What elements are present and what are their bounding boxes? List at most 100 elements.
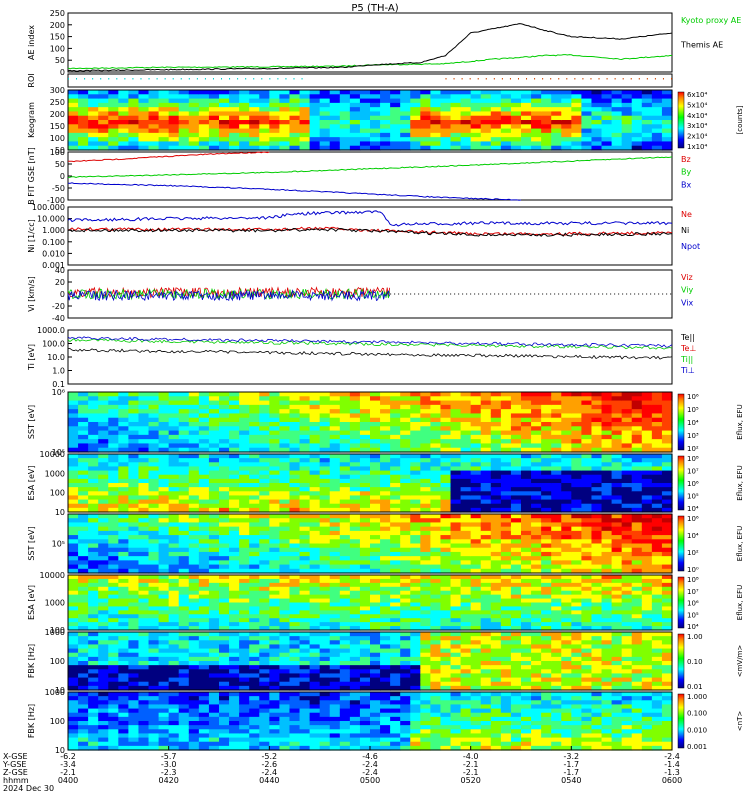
- heatmap-cell: [128, 648, 140, 654]
- heatmap-cell: [329, 551, 341, 557]
- heatmap-cell: [98, 111, 109, 117]
- heatmap-cell: [208, 466, 220, 472]
- heatmap-cell: [500, 526, 512, 532]
- heatmap-cell: [601, 598, 613, 604]
- heatmap-cell: [531, 111, 542, 117]
- heatmap-cell: [329, 547, 341, 553]
- heatmap-cell: [128, 462, 140, 468]
- heatmap-cell: [138, 618, 150, 623]
- heatmap-cell: [571, 564, 582, 570]
- heatmap-cell: [309, 551, 321, 557]
- heatmap-cell: [561, 564, 572, 570]
- heatmap-cell: [370, 120, 381, 125]
- heatmap-cell: [420, 94, 431, 100]
- heatmap-cell: [239, 454, 250, 459]
- heatmap-cell: [208, 582, 220, 588]
- heatmap-cell: [470, 606, 482, 611]
- heatmap-cell: [460, 622, 472, 627]
- heatmap-cell: [420, 470, 431, 476]
- heatmap-cell: [621, 409, 633, 415]
- heatmap-cell: [279, 526, 291, 532]
- heatmap-cell: [78, 618, 89, 623]
- heatmap-cell: [128, 518, 140, 524]
- heatmap-cell: [631, 422, 643, 427]
- heatmap-cell: [329, 622, 341, 627]
- heatmap-cell: [339, 594, 351, 600]
- heatmap-cell: [249, 614, 260, 619]
- heatmap-cell: [621, 598, 633, 604]
- heatmap-cell: [440, 483, 452, 488]
- heatmap-cell: [621, 413, 633, 419]
- heatmap-cell: [611, 413, 623, 419]
- heatmap-cell: [279, 111, 291, 117]
- heatmap-cell: [631, 487, 643, 492]
- heatmap-cell: [178, 409, 190, 415]
- y-tick-label: 250: [50, 98, 65, 107]
- heatmap-cell: [208, 107, 220, 113]
- heatmap-cell: [349, 681, 361, 687]
- heatmap-cell: [611, 443, 623, 449]
- heatmap-cell: [450, 522, 462, 528]
- heatmap-cell: [480, 107, 492, 113]
- heatmap-cell: [339, 132, 351, 138]
- heatmap-cell: [400, 491, 411, 497]
- heatmap-cell: [591, 543, 603, 549]
- heatmap-cell: [269, 610, 280, 615]
- heatmap-cell: [339, 392, 351, 397]
- roi-mark: [301, 78, 303, 80]
- heatmap-cell: [168, 439, 180, 445]
- heatmap-cell: [410, 685, 421, 691]
- heatmap-cell: [601, 530, 613, 536]
- heatmap-cell: [168, 622, 180, 627]
- heatmap-cell: [500, 132, 512, 138]
- heatmap-cell: [500, 434, 512, 440]
- heatmap-cell: [339, 564, 351, 570]
- heatmap-cell: [168, 673, 180, 679]
- heatmap-cell: [128, 474, 140, 480]
- heatmap-cell: [329, 430, 341, 436]
- y-axis-label: SST [eV]: [27, 405, 36, 439]
- y-tick-label: 1000.0: [37, 326, 65, 335]
- heatmap-cell: [138, 430, 150, 436]
- heatmap-cell: [591, 128, 603, 134]
- heatmap-cell: [480, 417, 492, 423]
- heatmap-cell: [289, 507, 301, 513]
- heatmap-cell: [219, 124, 230, 130]
- heatmap-cell: [158, 447, 170, 453]
- heatmap-cell: [521, 551, 532, 557]
- heatmap-cell: [460, 94, 472, 100]
- heatmap-cell: [370, 128, 381, 134]
- heatmap-cell: [440, 458, 452, 463]
- heatmap-cell: [440, 560, 452, 566]
- heatmap-cell: [188, 602, 200, 608]
- heatmap-cell: [188, 636, 200, 641]
- heatmap-cell: [460, 514, 472, 519]
- heatmap-cell: [460, 413, 472, 419]
- heatmap-cell: [289, 636, 301, 641]
- heatmap-cell: [611, 564, 623, 570]
- heatmap-cell: [480, 470, 492, 476]
- heatmap-cell: [269, 632, 280, 637]
- heatmap-cell: [249, 530, 260, 536]
- heatmap-cell: [239, 98, 250, 104]
- heatmap-cell: [480, 586, 492, 592]
- heatmap-cell: [329, 586, 341, 592]
- heatmap-cell: [198, 396, 210, 402]
- heatmap-cell: [78, 409, 89, 415]
- heatmap-cell: [148, 426, 160, 432]
- heatmap-cell: [239, 487, 250, 492]
- heatmap-cell: [561, 417, 572, 423]
- heatmap-cell: [168, 632, 180, 637]
- roi-mark: [76, 78, 78, 80]
- heatmap-cell: [269, 594, 280, 600]
- heatmap-cell: [198, 141, 210, 147]
- heatmap-cell: [531, 404, 542, 410]
- heatmap-cell: [380, 669, 391, 675]
- heatmap-cell: [440, 594, 452, 600]
- heatmap-cell: [329, 141, 341, 147]
- heatmap-cell: [128, 434, 140, 440]
- heatmap-cell: [380, 547, 391, 553]
- heatmap-cell: [571, 491, 582, 497]
- colorbar-label: Eflux, EFU: [736, 526, 744, 561]
- heatmap-cell: [239, 478, 250, 484]
